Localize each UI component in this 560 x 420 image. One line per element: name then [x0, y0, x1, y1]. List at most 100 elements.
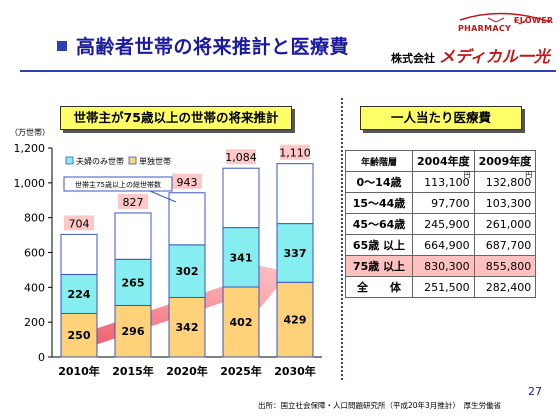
header-2004: 2004年度 [412, 150, 475, 172]
pharmacy-flower-logo: PHARMACY FLOWER [452, 6, 556, 44]
page-title: 高齢者世帯の将来推計と医療費 [76, 36, 350, 58]
callout-pointer [149, 190, 177, 203]
row-label: 0～14歳 [345, 171, 413, 193]
bar-segment [114, 212, 152, 260]
x-tick-label: 2015年 [112, 364, 154, 378]
bar-segment [60, 273, 98, 314]
y-tick-label: 600 [24, 247, 45, 260]
data-label: 296 [122, 325, 145, 338]
total-label: 827 [123, 196, 144, 209]
company-name: 株式会社 メディカル一光 [391, 43, 550, 67]
cell-2009: 円 132,800 [473, 171, 537, 193]
header-age: 年齢階層 [345, 150, 413, 172]
row-label: 75歳 以上 [345, 255, 413, 277]
y-tick-label: 0 [38, 351, 45, 364]
y-tick-label: 800 [24, 212, 45, 225]
unit-yen: 円 [525, 171, 533, 179]
bar-segment [276, 223, 314, 283]
title-rule [20, 70, 556, 72]
cell-value: 132,800 [485, 175, 532, 189]
x-tick-label: 2025年 [220, 364, 262, 378]
y-tick-label: 1,200 [14, 142, 46, 155]
cell-2004: 97,700 [412, 192, 475, 214]
data-label: 224 [68, 288, 91, 301]
total-label: 943 [177, 176, 198, 189]
x-tick-label: 2010年 [58, 364, 100, 378]
bar-segment [168, 192, 206, 246]
table-row: 45～64歳 245,900 261,000 [345, 213, 537, 235]
data-label: 265 [122, 276, 145, 289]
total-label-box [172, 173, 202, 189]
data-label: 250 [68, 329, 91, 342]
data-label: 402 [230, 316, 253, 329]
household-projection-chart: （万世帯） 0 200 400 600 800 1,000 1,200 250 224 704 201… [10, 127, 322, 378]
row-label: 65歳 以上 [345, 234, 413, 256]
cell-2009: 103,300 [473, 192, 537, 214]
total-label-box [64, 215, 94, 231]
totals-callout-label: 世帯主75歳以上の総世帯数 [75, 180, 161, 189]
data-label: 341 [230, 251, 253, 264]
flower-logo-icon [459, 12, 551, 25]
bar-segment [276, 163, 314, 225]
source-note: 出所：国立社会保障・人口問題研究所（平成20年3月推計） 厚生労働省 [258, 401, 502, 410]
bar-segment [60, 233, 98, 275]
total-label: 1,110 [279, 147, 311, 160]
table-header-row: 年齢階層 2004年度 2009年度 [345, 150, 537, 172]
page-number: 27 [528, 385, 542, 398]
company-brand: メディカル一光 [438, 47, 550, 66]
logo-text-pharmacy: PHARMACY [458, 24, 512, 33]
cell-2004: 830,300 [412, 255, 475, 277]
legend-swatch [65, 156, 74, 165]
total-label-box [226, 149, 256, 165]
cell-value: 113,100 [424, 175, 470, 189]
left-section-title: 世帯主が75歳以上の世帯の将来推計 [60, 106, 292, 130]
bar-segment [114, 304, 152, 358]
section-divider [341, 98, 343, 380]
medical-cost-table: 年齢階層 2004年度 2009年度 0～14歳 円 113,100 円 132,8… [345, 150, 537, 298]
header-2009: 2009年度 [473, 150, 537, 172]
row-label: 15～44歳 [345, 192, 413, 214]
bar-segment [222, 167, 260, 229]
total-label-box [280, 144, 310, 160]
company-prefix: 株式会社 [391, 52, 435, 65]
totals-callout-box [63, 176, 173, 192]
legend-label: 夫婦のみ世帯 [76, 156, 124, 166]
logo-text-flower: FLOWER [514, 16, 554, 25]
bar-segment [276, 281, 314, 358]
data-label: 302 [176, 265, 199, 278]
data-label: 337 [284, 247, 307, 260]
total-label: 1,084 [225, 151, 257, 164]
cell-2009: 261,000 [473, 213, 537, 235]
table-row-highlighted: 75歳 以上 830,300 855,800 [345, 255, 537, 277]
bar-segment [60, 312, 98, 358]
table-row: 15～44歳 97,700 103,300 [345, 192, 537, 214]
legend-swatch [128, 156, 137, 165]
cell-2009: 687,700 [473, 234, 537, 256]
bar-segment [114, 258, 152, 306]
x-tick-label: 2020年 [166, 364, 208, 378]
row-label: 45～64歳 [345, 213, 413, 235]
x-tick-label: 2030年 [274, 364, 316, 378]
y-tick-label: 200 [24, 316, 45, 329]
legend-label: 単独世帯 [139, 156, 171, 166]
title-bullet [57, 41, 67, 51]
cell-2009: 855,800 [473, 255, 537, 277]
y-axis-label: （万世帯） [10, 127, 50, 137]
table-row: 0～14歳 円 113,100 円 132,800 [345, 171, 537, 193]
cell-2004: 251,500 [412, 276, 475, 298]
y-tick-label: 400 [24, 281, 45, 294]
cell-2009: 282,400 [473, 276, 537, 298]
total-label-box [118, 193, 148, 209]
y-tick-label: 1,000 [14, 177, 46, 190]
cell-2004: 664,900 [412, 234, 475, 256]
right-section-title: 一人当たり医療費 [360, 106, 522, 130]
unit-yen: 円 [463, 171, 471, 179]
data-label: 342 [176, 321, 199, 334]
cell-2004: 245,900 [412, 213, 475, 235]
table-row: 65歳 以上 664,900 687,700 [345, 234, 537, 256]
data-label: 429 [284, 314, 307, 327]
bar-segment [168, 244, 206, 298]
table-row: 全 体 251,500 282,400 [345, 276, 537, 298]
cell-2004: 円 113,100 [412, 171, 475, 193]
bar-segment [222, 227, 260, 288]
